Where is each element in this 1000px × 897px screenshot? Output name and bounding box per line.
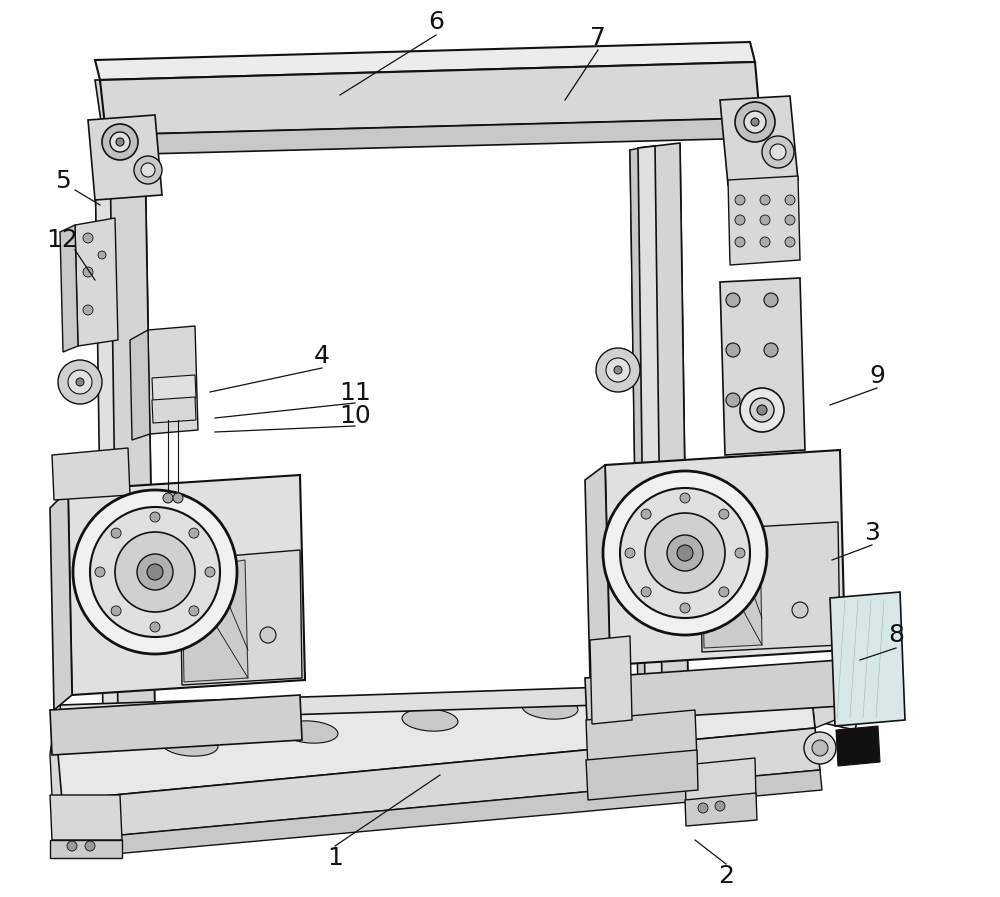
Ellipse shape xyxy=(522,697,578,719)
Circle shape xyxy=(735,102,775,142)
Polygon shape xyxy=(50,840,122,858)
Polygon shape xyxy=(180,550,302,685)
Circle shape xyxy=(785,237,795,247)
Ellipse shape xyxy=(402,709,458,731)
Polygon shape xyxy=(605,450,845,665)
Polygon shape xyxy=(105,155,155,726)
Circle shape xyxy=(764,343,778,357)
Circle shape xyxy=(603,471,767,635)
Circle shape xyxy=(596,348,640,392)
Circle shape xyxy=(76,378,84,386)
Polygon shape xyxy=(75,218,118,346)
Text: 5: 5 xyxy=(55,169,71,193)
Text: 3: 3 xyxy=(864,521,880,545)
Circle shape xyxy=(785,195,795,205)
Circle shape xyxy=(147,564,163,580)
Polygon shape xyxy=(586,710,697,770)
Polygon shape xyxy=(586,750,698,800)
Text: 2: 2 xyxy=(718,864,734,888)
Circle shape xyxy=(620,488,750,618)
Circle shape xyxy=(740,388,784,432)
Circle shape xyxy=(150,512,160,522)
Circle shape xyxy=(744,111,766,133)
Circle shape xyxy=(163,493,173,503)
Polygon shape xyxy=(836,726,880,766)
Circle shape xyxy=(726,343,740,357)
Circle shape xyxy=(102,124,138,160)
Circle shape xyxy=(137,554,173,590)
Circle shape xyxy=(667,535,703,571)
Circle shape xyxy=(150,622,160,632)
Polygon shape xyxy=(55,758,62,800)
Circle shape xyxy=(260,627,276,643)
Circle shape xyxy=(173,493,183,503)
Polygon shape xyxy=(100,62,760,135)
Polygon shape xyxy=(702,530,762,648)
Circle shape xyxy=(760,195,770,205)
Circle shape xyxy=(645,513,725,593)
Circle shape xyxy=(115,532,195,612)
Circle shape xyxy=(83,305,93,315)
Circle shape xyxy=(680,493,690,503)
Circle shape xyxy=(812,740,828,756)
Polygon shape xyxy=(103,118,762,155)
Circle shape xyxy=(116,138,124,146)
Circle shape xyxy=(735,548,745,558)
Circle shape xyxy=(735,237,745,247)
Polygon shape xyxy=(95,80,108,135)
Polygon shape xyxy=(810,680,860,728)
Text: 7: 7 xyxy=(590,26,606,50)
Circle shape xyxy=(726,293,740,307)
Polygon shape xyxy=(638,143,688,692)
Polygon shape xyxy=(68,475,305,695)
Circle shape xyxy=(792,602,808,618)
Polygon shape xyxy=(50,490,72,710)
Circle shape xyxy=(205,567,215,577)
Polygon shape xyxy=(152,397,196,423)
Circle shape xyxy=(760,215,770,225)
Text: 1: 1 xyxy=(327,846,343,870)
Polygon shape xyxy=(130,330,150,440)
Circle shape xyxy=(83,267,93,277)
Polygon shape xyxy=(88,115,162,200)
Circle shape xyxy=(698,803,708,813)
Polygon shape xyxy=(50,695,302,755)
Text: 11: 11 xyxy=(339,381,371,405)
Circle shape xyxy=(726,393,740,407)
Circle shape xyxy=(95,567,105,577)
Polygon shape xyxy=(50,720,62,800)
Circle shape xyxy=(58,360,102,404)
Polygon shape xyxy=(95,160,115,730)
Polygon shape xyxy=(50,795,122,840)
Polygon shape xyxy=(700,522,840,652)
Circle shape xyxy=(614,366,622,374)
Circle shape xyxy=(625,548,635,558)
Polygon shape xyxy=(60,225,78,352)
Circle shape xyxy=(770,144,786,160)
Circle shape xyxy=(606,358,630,382)
Circle shape xyxy=(641,509,651,519)
Ellipse shape xyxy=(282,721,338,743)
Circle shape xyxy=(111,528,121,538)
Circle shape xyxy=(760,237,770,247)
Polygon shape xyxy=(68,770,822,858)
Polygon shape xyxy=(585,465,610,678)
Circle shape xyxy=(735,215,745,225)
Polygon shape xyxy=(148,326,198,434)
Ellipse shape xyxy=(642,684,698,707)
Polygon shape xyxy=(720,278,805,455)
Polygon shape xyxy=(55,680,860,758)
Polygon shape xyxy=(152,375,196,401)
Polygon shape xyxy=(55,680,815,800)
Circle shape xyxy=(719,509,729,519)
Circle shape xyxy=(68,370,92,394)
Polygon shape xyxy=(585,660,842,722)
Circle shape xyxy=(764,293,778,307)
Ellipse shape xyxy=(162,734,218,756)
Circle shape xyxy=(141,163,155,177)
Circle shape xyxy=(189,605,199,616)
Polygon shape xyxy=(630,145,688,695)
Polygon shape xyxy=(60,680,822,722)
Polygon shape xyxy=(830,592,905,726)
